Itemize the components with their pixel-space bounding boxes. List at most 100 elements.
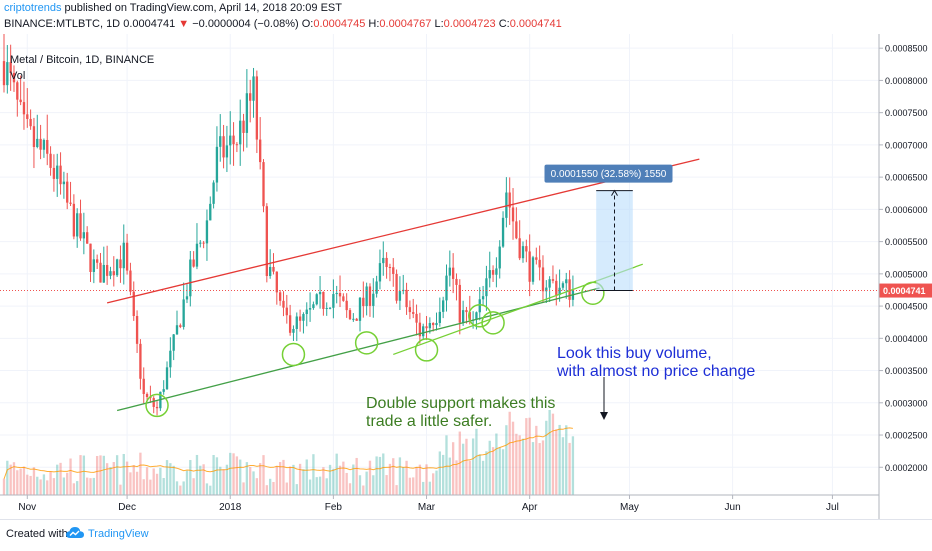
volume-bar — [485, 451, 488, 495]
volume-bar — [305, 459, 308, 495]
volume-bar — [358, 475, 362, 495]
price-chart[interactable]: 0.0004741 0.0001550 (32.58%) 1550 Double s… — [0, 34, 932, 519]
volume-bar — [342, 461, 345, 495]
symbol-label: BINANCE:MTLBTC, 1D — [4, 18, 121, 30]
candle-body — [358, 297, 362, 321]
volume-bar — [62, 477, 66, 495]
candle-body — [32, 126, 36, 148]
support-circle — [414, 338, 439, 362]
volume-bar — [402, 467, 405, 495]
candle-body — [565, 279, 568, 284]
volume-bar — [185, 470, 189, 495]
open-label: O: — [301, 18, 314, 30]
volume-bar — [335, 453, 338, 495]
candle-body — [135, 315, 139, 344]
candle-body — [402, 289, 405, 292]
chart-title: Metal / Bitcoin, 1D, BINANCE — [10, 54, 154, 66]
time-tick-label: Jun — [725, 502, 741, 513]
close-value: 0.0004741 — [509, 18, 562, 30]
volume-bar — [149, 479, 152, 495]
buy-volume-arrow-head — [600, 412, 608, 420]
candle-body — [82, 232, 86, 239]
volume-bar — [568, 442, 571, 495]
volume-bar — [9, 464, 12, 495]
volume-bar — [255, 478, 259, 495]
volume-bar — [56, 464, 59, 495]
volume-bar — [152, 468, 155, 495]
volume-bar — [422, 481, 425, 495]
volume-bar — [545, 420, 548, 495]
volume-bar — [202, 464, 205, 495]
candle-body — [19, 99, 22, 103]
candle-body — [122, 242, 125, 269]
candle-body — [312, 304, 315, 309]
candle-body — [139, 343, 142, 379]
volume-bar — [282, 459, 285, 495]
candle-body — [521, 246, 525, 259]
candle-body — [382, 257, 385, 264]
volume-bar — [169, 463, 172, 495]
support-circle — [145, 393, 169, 418]
volume-bar — [49, 471, 52, 495]
double-support-note-line: trade a little safer. — [366, 413, 492, 430]
candle-body — [152, 398, 155, 407]
support-circle — [581, 281, 605, 305]
buy-volume-note-line: with almost no price change — [556, 363, 755, 380]
candle-body — [285, 307, 288, 316]
candle-body — [345, 300, 348, 311]
candle-body — [268, 266, 272, 277]
time-tick-label: Jul — [826, 502, 839, 513]
volume-bar — [505, 425, 508, 495]
candle-body — [249, 93, 252, 101]
candle-body — [505, 192, 508, 218]
volume-bar — [425, 464, 428, 495]
volume-bar — [262, 455, 265, 495]
candle-body — [535, 257, 538, 260]
candle-body — [145, 393, 149, 398]
volume-bar — [518, 435, 521, 495]
volume-bar — [259, 463, 262, 495]
volume-bar — [159, 467, 162, 495]
volume-bar — [362, 485, 365, 495]
volume-bar — [491, 447, 495, 495]
volume-bar — [16, 470, 19, 495]
volume-bar — [229, 452, 232, 495]
volume-bar — [495, 433, 498, 495]
change-down-icon: ▼ — [178, 18, 190, 30]
volume-bar — [59, 462, 62, 495]
candle-body — [322, 291, 325, 309]
author-link[interactable]: criptotrends — [4, 2, 62, 14]
volume-bar — [538, 443, 541, 495]
candle-body — [172, 334, 175, 351]
candle-body — [39, 138, 42, 150]
volume-bar — [172, 465, 175, 495]
candle-body — [325, 307, 328, 309]
volume-bar — [179, 485, 182, 495]
candle-body — [342, 296, 345, 301]
candle-body — [555, 280, 558, 295]
candle-body — [451, 267, 455, 279]
candle-body — [22, 102, 26, 115]
volume-bar — [192, 478, 195, 495]
candle-body — [26, 114, 29, 119]
candle-body — [385, 257, 388, 267]
price-tick-label: 0.0007500 — [885, 108, 928, 118]
last-price-badge — [879, 283, 932, 298]
volume-bar — [105, 463, 109, 495]
price-tick-label: 0.0008000 — [885, 76, 928, 86]
volume-bar — [528, 417, 531, 495]
volume-bar — [209, 485, 212, 495]
tradingview-brand-link[interactable]: TradingView — [88, 528, 149, 540]
volume-bar — [115, 455, 119, 495]
candle-body — [16, 82, 19, 100]
low-label: L: — [434, 18, 444, 30]
volume-bar — [79, 455, 82, 495]
volume-bar — [428, 481, 432, 495]
volume-bar — [345, 472, 348, 495]
volume-bar — [481, 460, 485, 495]
candle-body — [418, 322, 422, 337]
candle-body — [162, 389, 165, 392]
volume-bar — [112, 462, 115, 495]
candle-body — [132, 291, 135, 316]
volume-bar — [478, 454, 481, 495]
